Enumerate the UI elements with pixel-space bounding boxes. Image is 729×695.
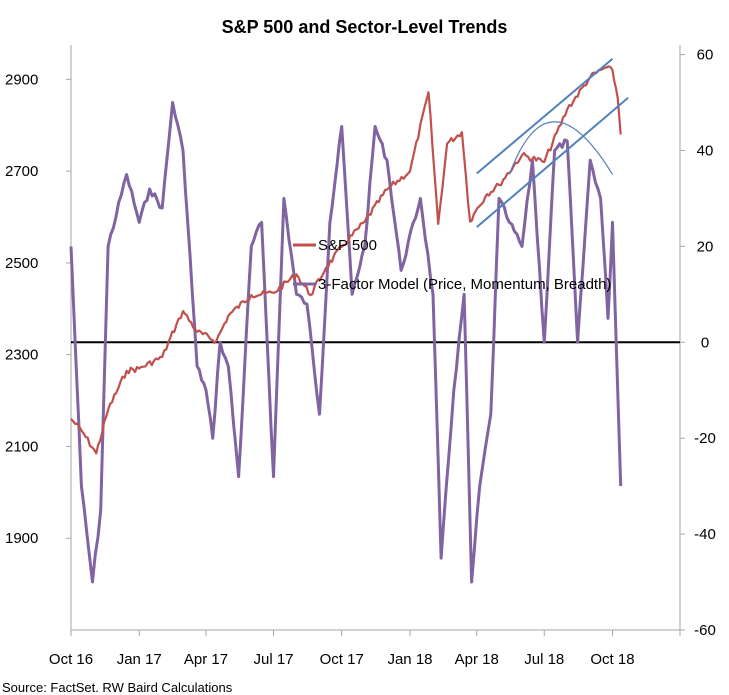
source-note: Source: FactSet. RW Baird Calculations [2,680,233,695]
right-axis-tick-label: 40 [697,142,714,159]
legend: S&P 500 3-Factor Model (Price, Momentum,… [293,237,611,293]
left-axis-tick-label: 2500 [5,255,38,272]
x-axis-tick-labels: Oct 16 Jan 17 Apr 17 Jul 17 Oct 17 Jan 18 Apr … [49,651,635,668]
series-line-3-factor-model [69,101,623,584]
legend-label-sp500: S&P 500 [318,237,377,254]
left-axis-tick-labels: 2900 2700 2500 2300 2100 1900 [5,71,38,547]
x-axis-tick-label: Jan 18 [387,651,432,668]
right-axis-tick-label: -20 [694,430,716,447]
trend-channel-line [476,97,629,228]
left-axis-tick-label: 1900 [5,530,38,547]
right-axis-tick-label: 60 [697,47,714,64]
left-axis-tick-label: 2700 [5,163,38,180]
left-axis-tick-label: 2900 [5,71,38,88]
right-axis-tick-labels: 60 40 20 0 -20 -40 -60 [694,47,716,639]
right-axis-tick-label: 20 [697,238,714,255]
axes [66,45,685,636]
x-axis-tick-label: Jan 17 [117,651,162,668]
trend-channel [476,58,629,228]
x-axis-tick-label: Oct 16 [49,651,93,668]
chart-title: S&P 500 and Sector-Level Trends [222,17,508,37]
x-axis-tick-label: Apr 18 [455,651,499,668]
right-axis-tick-label: -60 [694,622,716,639]
rounding-top-arc [508,121,614,175]
series-line-sp500 [70,65,622,455]
x-axis-tick-label: Jul 18 [524,651,564,668]
x-axis-tick-label: Oct 18 [590,651,634,668]
x-axis-tick-label: Apr 17 [184,651,228,668]
right-axis-tick-label: -40 [694,526,716,543]
x-axis-tick-label: Oct 17 [320,651,364,668]
left-axis-tick-label: 2300 [5,347,38,364]
trend-channel-line [476,58,614,175]
x-axis-tick-label: Jul 17 [253,651,293,668]
left-axis-tick-label: 2100 [5,438,38,455]
legend-label-3-factor-model: 3-Factor Model (Price, Momentum, Breadth… [318,276,611,293]
right-axis-tick-label: 0 [701,334,709,351]
